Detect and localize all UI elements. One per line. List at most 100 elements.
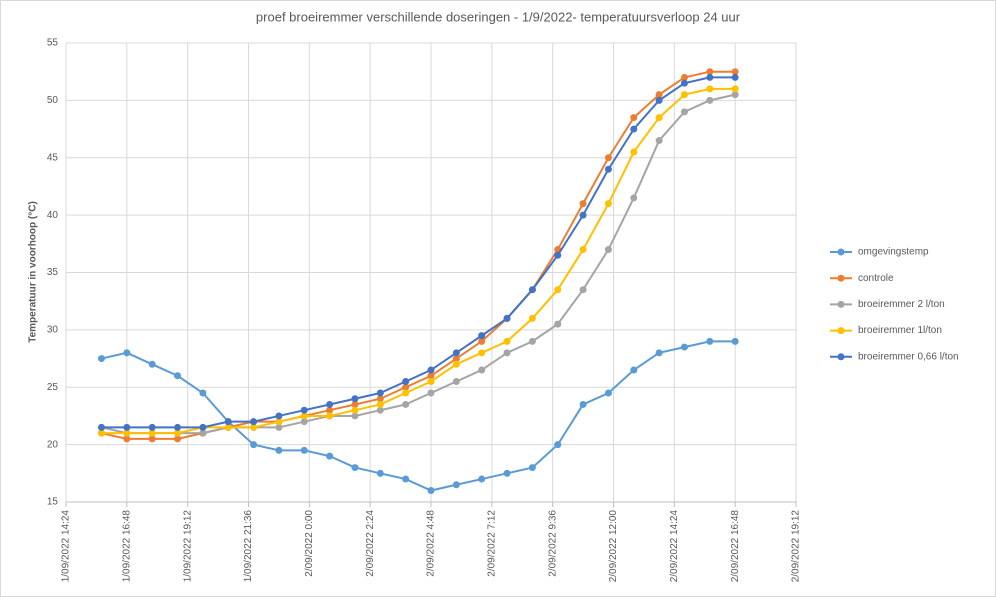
series-line [101,93,736,435]
data-point [224,418,232,426]
data-point [655,349,663,357]
data-point [604,389,612,397]
legend-label: broeiremmer 1l/ton [858,325,942,336]
data-point [630,125,638,133]
data-point [300,412,308,420]
data-point [376,469,384,477]
data-point [655,91,663,99]
data-point [427,487,435,495]
data-point [376,389,384,397]
data-point [326,412,334,420]
data-point [402,400,410,408]
data-point [478,475,486,483]
data-point [680,73,688,81]
data-point [706,85,714,93]
legend-marker [837,353,845,361]
data-point [554,251,562,259]
y-tick-label: 40 [47,210,59,221]
x-tick-label: 2/09/2022 9:36 [547,510,558,577]
data-point [655,96,663,104]
data-point [630,194,638,202]
data-point [579,211,587,219]
data-point [326,406,334,414]
data-point [503,349,511,357]
data-point [604,246,612,254]
data-point [174,429,182,437]
data-point [731,337,739,345]
data-point [275,446,283,454]
data-point [351,464,359,472]
data-point [478,337,486,345]
x-tick-label: 2/09/2022 14:24 [669,510,680,583]
data-point [250,418,258,426]
data-point [452,355,460,363]
y-tick-label: 20 [47,439,59,450]
series-line [101,76,736,429]
data-point [97,355,105,363]
y-tick-label: 25 [47,382,59,393]
data-point [579,246,587,254]
data-point [275,418,283,426]
data-point [300,418,308,426]
data-point [250,441,258,449]
data-point [123,429,131,437]
data-point [199,429,207,437]
y-tick-label: 30 [47,325,59,336]
data-point [503,469,511,477]
data-point [630,114,638,122]
data-point [706,337,714,345]
data-point [300,446,308,454]
data-point [731,85,739,93]
data-point [174,372,182,380]
data-point [300,406,308,414]
data-point [351,406,359,414]
data-point [97,423,105,431]
data-point [478,349,486,357]
data-point [604,200,612,208]
x-tick-label: 2/09/2022 16:48 [730,510,741,583]
data-point [478,332,486,340]
data-point [427,378,435,386]
x-tick-label: 2/09/2022 19:12 [791,510,802,583]
data-point [604,154,612,162]
data-point [224,423,232,431]
data-point [199,423,207,431]
data-point [250,423,258,431]
data-point [376,400,384,408]
y-tick-label: 45 [47,152,59,163]
legend-label: omgevingstemp [858,247,929,258]
y-axis-title: Temperatuur in voorhoop (°C) [28,201,39,343]
data-point [351,400,359,408]
data-point [148,423,156,431]
x-tick-label: 2/09/2022 2:24 [365,510,376,577]
legend-label: broeiremmer 0,66 l/ton [858,351,959,362]
x-tick-label: 1/09/2022 21:36 [243,510,254,583]
data-point [427,389,435,397]
x-tick-label: 1/09/2022 14:24 [61,510,72,583]
data-point [528,337,536,345]
data-point [326,452,334,460]
data-point [706,68,714,76]
data-point [579,286,587,294]
data-point [503,337,511,345]
data-point [579,400,587,408]
legend-marker [837,327,845,335]
data-point [326,400,334,408]
data-point [630,366,638,374]
data-point [706,73,714,81]
data-point [275,423,283,431]
y-tick-label: 35 [47,267,59,278]
y-tick-label: 55 [47,38,59,49]
data-point [123,349,131,357]
data-point [427,372,435,380]
data-point [528,314,536,322]
data-point [554,441,562,449]
data-point [148,435,156,443]
x-tick-label: 1/09/2022 19:12 [182,510,193,583]
data-point [680,91,688,99]
data-point [680,108,688,116]
data-point [148,360,156,368]
y-tick-label: 15 [47,497,59,508]
data-point [452,349,460,357]
